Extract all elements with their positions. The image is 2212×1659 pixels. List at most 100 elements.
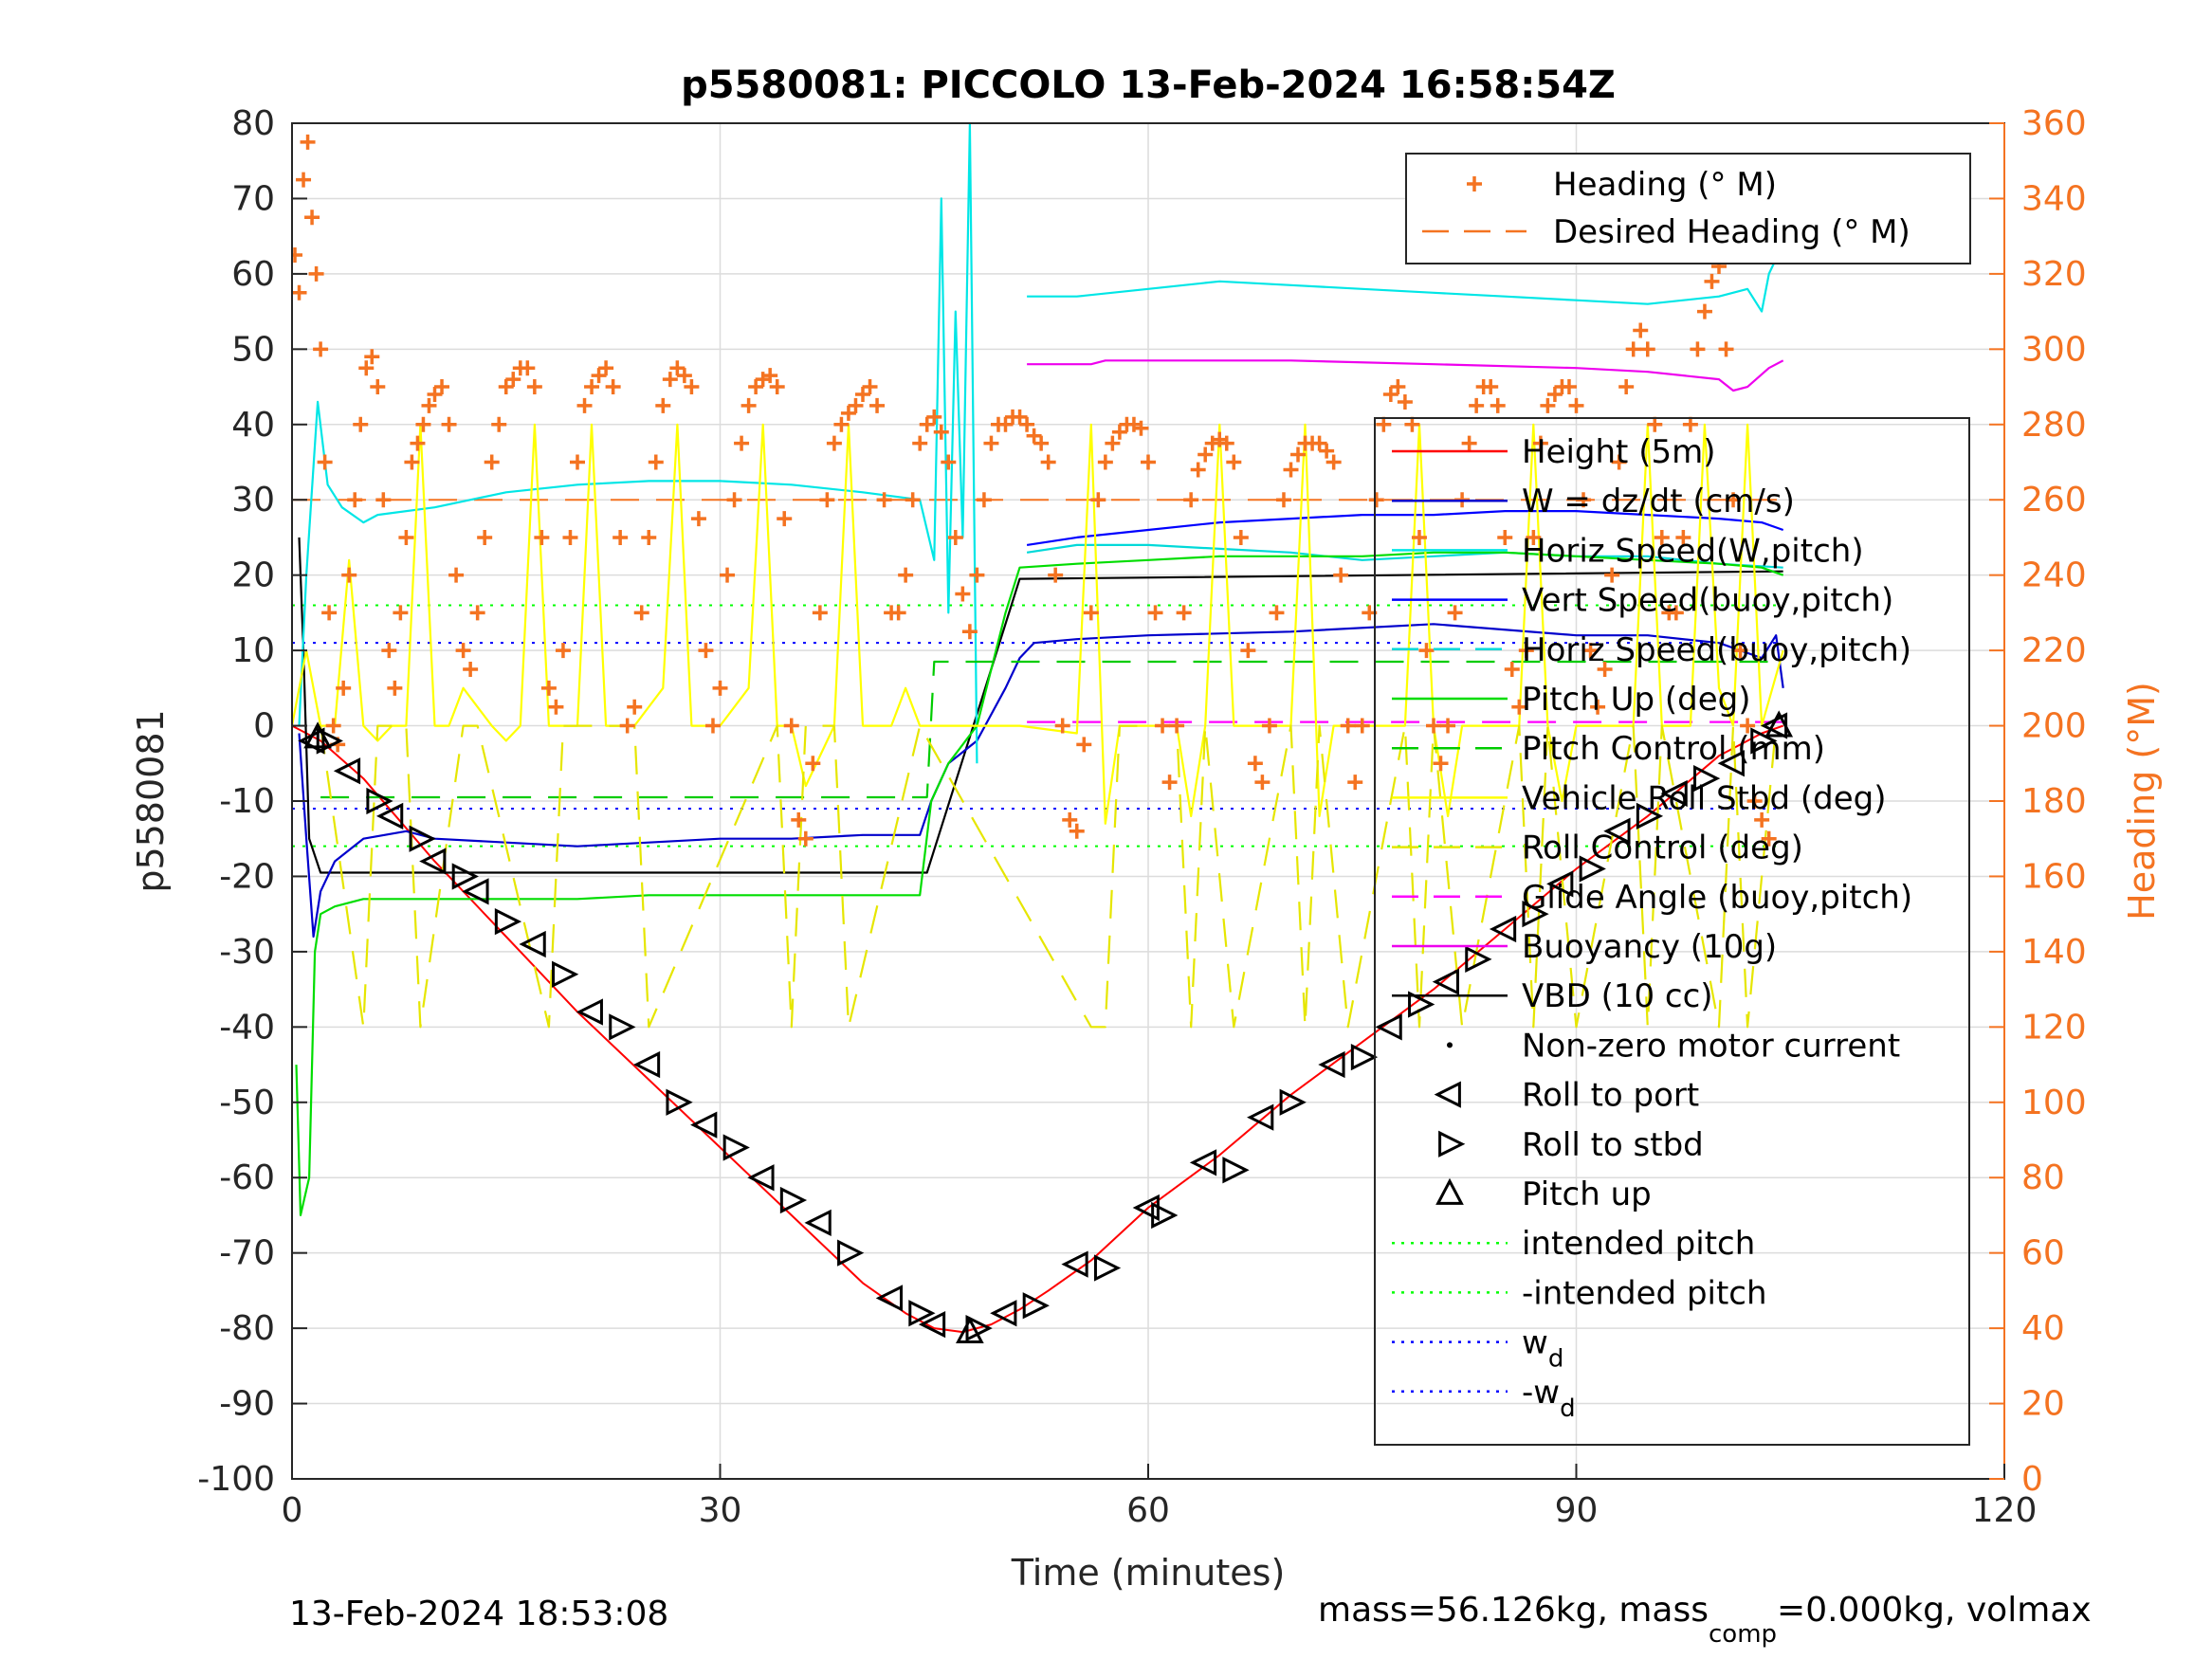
y-tick-label-1: -90 (219, 1385, 275, 1424)
chart-title: p5580081: PICCOLO 13-Feb-2024 16:58:54Z (681, 64, 1616, 107)
y-tick-label-15: 50 (231, 330, 275, 369)
x-tick-label-2: 60 (1126, 1491, 1170, 1530)
heading-point-196 (1633, 322, 1649, 338)
legend-top-box (1405, 153, 1971, 264)
heading-point-60 (662, 372, 678, 388)
heading-point-155 (1340, 718, 1356, 734)
heading-point-61 (669, 360, 686, 376)
heading-point-53 (612, 529, 629, 545)
heading-point-89 (869, 397, 886, 413)
heading-point-176 (1490, 397, 1506, 413)
y-tick-label-9: -10 (219, 782, 275, 821)
y-tick-label-4: -60 (219, 1158, 275, 1197)
heading-point-98 (933, 424, 949, 440)
heading-point-135 (1197, 447, 1214, 463)
heading-point-54 (619, 718, 635, 734)
roll-stbd-marker-13 (1022, 1292, 1050, 1320)
heading-point-20 (387, 680, 403, 696)
heading-point-101 (955, 586, 971, 602)
heading-point-131 (1169, 718, 1185, 734)
legend-main-label-1: W = dz/dt (cm/s) (1522, 483, 1795, 520)
y2-axis-label: Heading (°M) (2121, 682, 2163, 921)
y-tick-label-14: 40 (231, 406, 275, 445)
footer-timestamp: 13-Feb-2024 18:53:08 (289, 1595, 668, 1633)
heading-point-42 (534, 529, 550, 545)
heading-point-21 (393, 605, 409, 621)
heading-point-160 (1376, 416, 1392, 432)
heading-point-204 (1690, 341, 1706, 357)
y-tick-label-6: -40 (219, 1008, 275, 1047)
heading-point-97 (926, 409, 942, 425)
roll-stbd-marker-1 (366, 787, 393, 815)
roll-stbd-marker-4 (494, 907, 522, 936)
x-tick-label-1: 30 (699, 1491, 742, 1530)
heading-point-19 (381, 643, 397, 659)
roll-port-marker-11 (875, 1285, 903, 1312)
heading-point-45 (555, 643, 571, 659)
heading-point-46 (562, 529, 578, 545)
heading-point-122 (1105, 435, 1121, 451)
legend-main-label-6: Pitch Control (mm) (1522, 730, 1825, 768)
heading-point-178 (1504, 661, 1520, 677)
y2-tick-label-12: 240 (2021, 556, 2087, 595)
heading-point-111 (1026, 428, 1042, 444)
heading-point-23 (404, 454, 420, 470)
heading-point-58 (648, 454, 664, 470)
heading-point-13 (347, 492, 363, 508)
heading-point-47 (570, 454, 585, 470)
heading-point-27 (427, 387, 443, 402)
legend-main-label-17: -intended pitch (1522, 1274, 1767, 1312)
roll-stbd-marker-20 (1465, 945, 1492, 973)
heading-point-88 (862, 379, 878, 395)
legend-main-label-8: Roll Control (deg) (1522, 830, 1803, 867)
heading-point-1 (292, 284, 307, 301)
heading-point-99 (941, 454, 957, 470)
heading-point-102 (961, 624, 978, 640)
legend-main-label-13: Roll to port (1522, 1077, 1699, 1115)
heading-point-81 (812, 605, 828, 621)
roll-port-marker-19 (1375, 1013, 1402, 1041)
heading-point-153 (1325, 454, 1342, 470)
heading-point-92 (890, 605, 906, 621)
heading-point-18 (375, 492, 392, 508)
heading-point-198 (1647, 416, 1663, 432)
heading-point-40 (520, 360, 536, 376)
roll-stbd-marker-10 (837, 1239, 865, 1267)
roll-port-marker-6 (576, 998, 603, 1026)
heading-point-197 (1639, 341, 1655, 357)
pitch-up-marker-2 (1764, 710, 1794, 738)
heading-point-37 (498, 379, 514, 395)
heading-point-139 (1226, 454, 1242, 470)
heading-point-194 (1618, 379, 1635, 395)
heading-point-52 (605, 379, 621, 395)
legend-main-label-10: Buoyancy (10g) (1522, 928, 1777, 966)
heading-point-14 (353, 416, 369, 432)
heading-point-112 (1033, 435, 1050, 451)
heading-point-191 (1597, 661, 1613, 677)
heading-point-123 (1111, 424, 1127, 440)
roll-port-marker-22 (1546, 870, 1574, 898)
roll-stbd-marker-6 (609, 1013, 636, 1041)
pitch-up-marker-0 (303, 721, 332, 749)
legend-main: Height (5m) W = dz/dt (cm/s) Horiz Speed(W… (1374, 417, 1970, 1446)
heading-point-193 (1611, 454, 1627, 470)
heading-point-170 (1447, 605, 1463, 621)
footer-mass-post: =0.000kg, volmax (1777, 1591, 2092, 1630)
roll-port-marker-10 (804, 1209, 832, 1237)
series-pitch (295, 551, 1784, 1217)
heading-point-205 (1696, 303, 1712, 319)
legend-sample-main-13 (1434, 1081, 1461, 1108)
series-horiz_w2 (1027, 243, 1784, 313)
y-tick-label-11: 10 (231, 631, 275, 670)
legend-main-label-12: Non-zero motor current (1522, 1027, 1900, 1065)
roll-stbd-marker-14 (1093, 1254, 1122, 1282)
heading-point-126 (1133, 420, 1149, 436)
y-tick-label-17: 70 (231, 179, 275, 218)
roll-port-marker-18 (1318, 1050, 1345, 1079)
heading-point-145 (1269, 605, 1285, 621)
heading-point-104 (976, 492, 992, 508)
roll-port-marker-24 (1660, 779, 1688, 808)
heading-point-50 (591, 368, 607, 384)
heading-point-12 (341, 567, 357, 583)
